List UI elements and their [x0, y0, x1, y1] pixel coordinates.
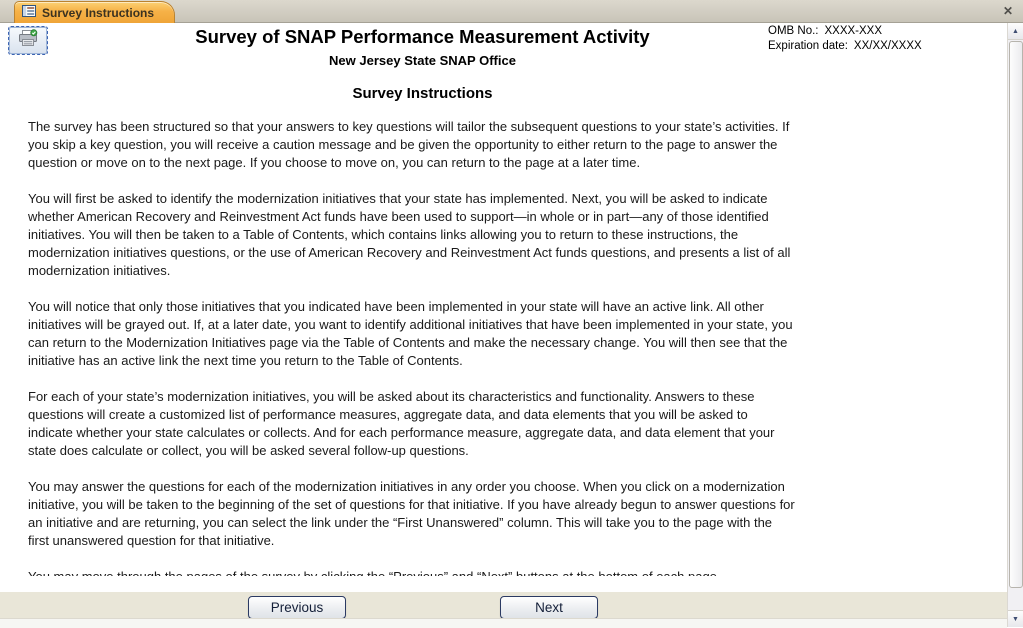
- expiration-date-value: XX/XX/XXXX: [853, 40, 922, 52]
- omb-number-row: OMB No.: XXXX-XXX: [768, 24, 922, 39]
- expiration-date-row: Expiration date: XX/XX/XXXX: [768, 39, 922, 54]
- printer-icon: [17, 28, 39, 53]
- omb-number-value: XXXX-XXX: [824, 25, 883, 37]
- instructions-body: The survey has been structured so that y…: [28, 118, 796, 592]
- scrollbar-thumb[interactable]: [1009, 41, 1023, 588]
- page-subtitle: New Jersey State SNAP Office: [329, 53, 516, 68]
- omb-block: OMB No.: XXXX-XXX Expiration date: XX/XX/X…: [768, 24, 922, 54]
- form-icon: [22, 4, 36, 22]
- expiration-date-label: Expiration date:: [768, 40, 848, 52]
- instruction-paragraph: You will first be asked to identify the …: [28, 191, 791, 278]
- footer-bar: Previous Next: [0, 592, 1007, 619]
- scroll-up-icon[interactable]: ▲: [1008, 23, 1023, 40]
- status-strip: [0, 618, 1007, 628]
- tab-bar: Survey Instructions ✕: [0, 0, 1023, 23]
- next-button[interactable]: Next: [500, 596, 598, 619]
- instruction-paragraph: For each of your state’s modernization i…: [28, 389, 775, 458]
- page-title: Survey of SNAP Performance Measurement A…: [195, 26, 650, 47]
- instruction-paragraph: The survey has been structured so that y…: [28, 119, 790, 170]
- tab-label: Survey Instructions: [42, 5, 155, 20]
- scroll-down-icon[interactable]: ▼: [1008, 610, 1023, 627]
- section-heading: Survey Instructions: [352, 85, 493, 102]
- print-button[interactable]: [8, 26, 48, 55]
- instruction-paragraph: You may answer the questions for each of…: [28, 479, 795, 548]
- instruction-paragraph-clipped: You may move through the pages of the su…: [28, 568, 796, 576]
- close-icon[interactable]: ✕: [1002, 3, 1014, 18]
- instruction-paragraph: You will notice that only those initiati…: [28, 299, 793, 368]
- vertical-scrollbar[interactable]: ▲ ▼: [1007, 23, 1023, 627]
- tab-survey-instructions[interactable]: Survey Instructions: [14, 1, 176, 23]
- previous-button[interactable]: Previous: [248, 596, 346, 619]
- omb-number-label: OMB No.:: [768, 25, 819, 37]
